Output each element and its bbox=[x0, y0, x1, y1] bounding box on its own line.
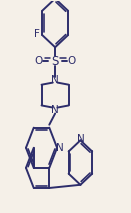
Text: O: O bbox=[35, 56, 43, 66]
Text: N: N bbox=[56, 143, 63, 153]
Text: N: N bbox=[51, 105, 59, 115]
Text: F: F bbox=[34, 29, 40, 39]
Text: O: O bbox=[67, 56, 75, 66]
Text: S: S bbox=[51, 55, 59, 68]
Text: N: N bbox=[77, 134, 84, 144]
Text: N: N bbox=[51, 75, 59, 85]
